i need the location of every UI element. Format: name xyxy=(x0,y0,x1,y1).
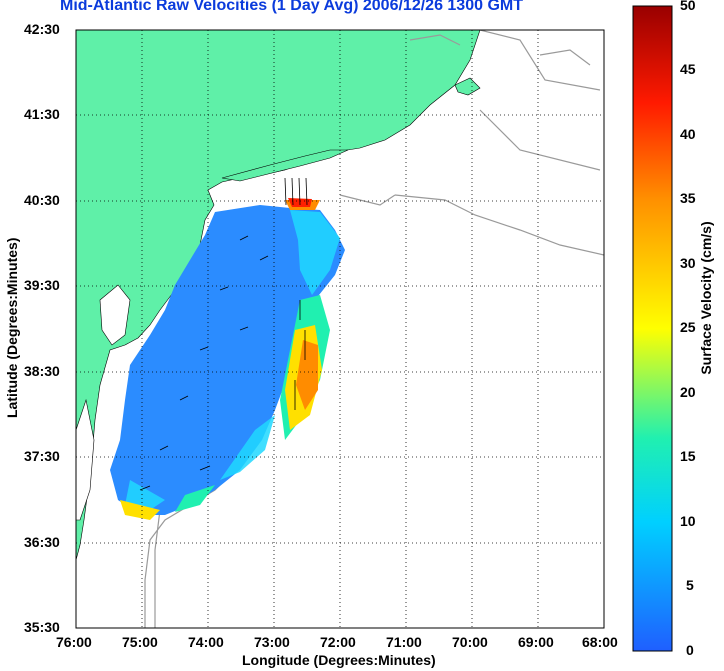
colorbar-tick-label: 45 xyxy=(680,61,696,77)
x-tick-label: 69:00 xyxy=(518,634,554,650)
colorbar xyxy=(632,5,673,652)
velocity-patch-blue xyxy=(110,205,345,515)
y-tick-label: 37:30 xyxy=(24,448,60,464)
velocity-field xyxy=(110,177,345,520)
colorbar-tick-label: 0 xyxy=(686,642,694,658)
y-tick-label: 35:30 xyxy=(24,619,60,635)
y-axis-label: Latitude (Degrees:Minutes) xyxy=(4,237,20,418)
colorbar-tick-label: 50 xyxy=(680,0,696,13)
y-tick-label: 42:30 xyxy=(24,21,60,37)
x-tick-label: 73:00 xyxy=(254,634,290,650)
map-title: Mid-Atlantic Raw Velocities (1 Day Avg) … xyxy=(60,0,523,14)
velocity-vectors xyxy=(139,177,308,491)
chesapeake-bay xyxy=(76,398,95,521)
x-tick-label: 76:00 xyxy=(56,634,92,650)
x-tick-label: 74:00 xyxy=(188,634,224,650)
colorbar-tick-label: 10 xyxy=(680,513,696,529)
velocity-patch-orange xyxy=(285,200,320,410)
x-tick-label: 72:00 xyxy=(320,634,356,650)
map-grid xyxy=(76,30,604,628)
velocity-patch-yellow xyxy=(120,325,322,520)
colorbar-tick-label: 35 xyxy=(680,190,696,206)
colorbar-tick-label: 30 xyxy=(680,255,696,271)
velocity-patch-cyan xyxy=(125,210,340,510)
y-tick-label: 40:30 xyxy=(24,192,60,208)
colorbar-tick-label: 15 xyxy=(680,448,696,464)
land-long-island xyxy=(221,149,349,182)
colorbar-tick-label: 40 xyxy=(680,126,696,142)
x-tick-label: 68:00 xyxy=(582,634,618,650)
y-tick-label: 41:30 xyxy=(24,106,60,122)
land-cape-cod xyxy=(454,77,481,96)
x-tick-label: 70:00 xyxy=(452,634,488,650)
x-axis-label: Longitude (Degrees:Minutes) xyxy=(242,652,436,668)
y-tick-label: 39:30 xyxy=(24,277,60,293)
velocity-patch-green xyxy=(175,295,330,512)
delaware-bay xyxy=(99,284,131,346)
x-tick-label: 75:00 xyxy=(122,634,158,650)
colorbar-tick-label: 5 xyxy=(686,577,694,593)
y-tick-label: 36:30 xyxy=(24,534,60,550)
colorbar-label: Surface Velocity (cm/s) xyxy=(698,221,714,375)
x-tick-label: 71:00 xyxy=(386,634,422,650)
colorbar-tick-label: 25 xyxy=(680,319,696,335)
y-tick-label: 38:30 xyxy=(24,363,60,379)
colorbar-tick-label: 20 xyxy=(680,384,696,400)
plot-frame xyxy=(75,29,605,629)
